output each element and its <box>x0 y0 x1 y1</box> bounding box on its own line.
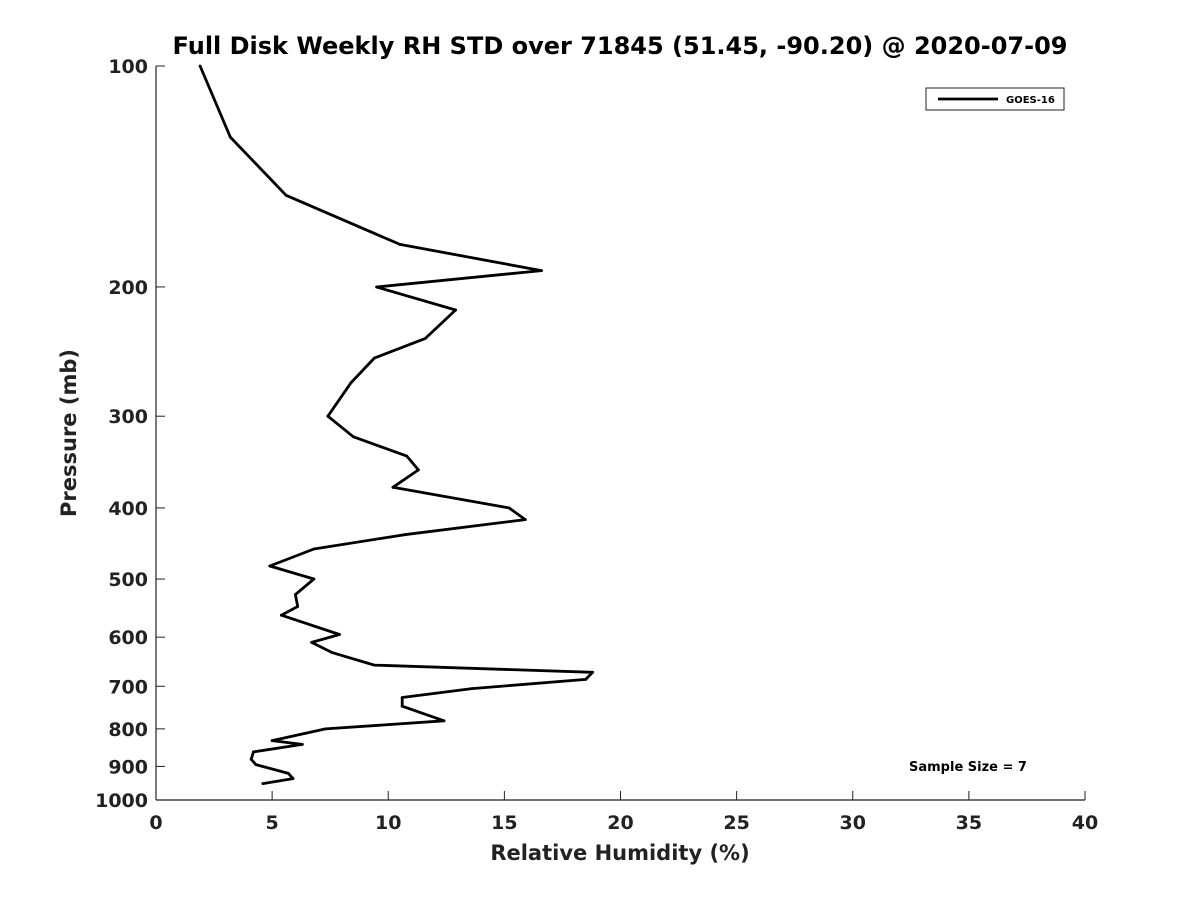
data-point <box>584 678 588 681</box>
data-point <box>400 704 404 708</box>
data-point <box>312 577 316 581</box>
data-point <box>268 564 272 568</box>
data-point <box>372 663 376 667</box>
y-tick-label: 600 <box>108 627 148 649</box>
data-point <box>349 381 353 384</box>
data-point <box>280 613 283 617</box>
data-point <box>324 727 327 731</box>
data-point <box>507 506 511 510</box>
series-points <box>198 64 594 785</box>
data-point <box>310 641 313 644</box>
y-tick-label: 400 <box>108 498 148 520</box>
x-tick-label: 40 <box>1072 812 1098 834</box>
data-point <box>400 696 404 699</box>
data-point <box>372 356 376 360</box>
data-point <box>198 64 202 68</box>
y-ticks: 100 200 300 400 500 600 700 800 900 1000 <box>95 56 165 812</box>
plot-frame <box>155 66 1085 801</box>
data-point <box>291 777 295 780</box>
data-point <box>270 739 274 742</box>
data-point <box>591 670 594 674</box>
y-tick-label: 700 <box>108 676 148 698</box>
y-tick-label: 1000 <box>95 790 148 812</box>
data-point <box>287 772 290 775</box>
x-tick-label: 15 <box>491 812 517 834</box>
x-tick-label: 0 <box>149 812 162 834</box>
data-point <box>249 757 253 761</box>
legend-label-goes16: GOES-16 <box>1006 95 1055 106</box>
series-line-goes16 <box>198 65 594 785</box>
data-point <box>375 285 378 289</box>
data-point <box>417 468 420 472</box>
data-point <box>331 651 334 655</box>
data-point <box>403 533 406 537</box>
y-tick-label: 800 <box>108 719 148 741</box>
data-point <box>252 750 255 754</box>
x-tick-label: 20 <box>607 812 633 834</box>
y-tick-label: 200 <box>108 277 148 299</box>
data-point <box>523 518 527 521</box>
y-tick-label: 900 <box>108 756 148 778</box>
x-tick-label: 10 <box>375 812 401 834</box>
y-tick-label: 100 <box>108 56 148 78</box>
data-point <box>398 243 402 246</box>
data-point <box>424 337 427 340</box>
y-axis-label: Pressure (mb) <box>57 349 81 517</box>
x-tick-label: 5 <box>266 812 279 834</box>
chart-title: Full Disk Weekly RH STD over 71845 (51.4… <box>173 32 1068 60</box>
data-point <box>470 687 474 690</box>
x-ticks: 0 5 10 15 20 25 30 35 40 <box>149 791 1098 834</box>
data-point <box>442 719 446 723</box>
data-point <box>326 414 330 418</box>
x-tick-label: 25 <box>723 812 749 834</box>
data-point <box>254 763 258 766</box>
y-tick-label: 300 <box>108 406 148 428</box>
data-point <box>454 308 457 312</box>
data-point <box>228 135 232 139</box>
legend: GOES-16 <box>925 87 1065 111</box>
data-point <box>405 454 409 458</box>
data-point <box>294 593 297 596</box>
data-point <box>284 193 288 197</box>
x-tick-label: 30 <box>840 812 866 834</box>
y-tick-label: 500 <box>108 569 148 591</box>
data-point <box>338 633 341 636</box>
data-point <box>312 547 316 551</box>
data-point <box>391 485 395 489</box>
x-tick-label: 35 <box>956 812 982 834</box>
data-point <box>540 269 543 272</box>
sample-size-annotation: Sample Size = 7 <box>909 760 1027 775</box>
data-point <box>352 435 355 439</box>
data-point <box>261 782 265 785</box>
data-point <box>296 605 300 608</box>
x-axis-label: Relative Humidity (%) <box>490 841 749 865</box>
data-point <box>300 743 304 746</box>
